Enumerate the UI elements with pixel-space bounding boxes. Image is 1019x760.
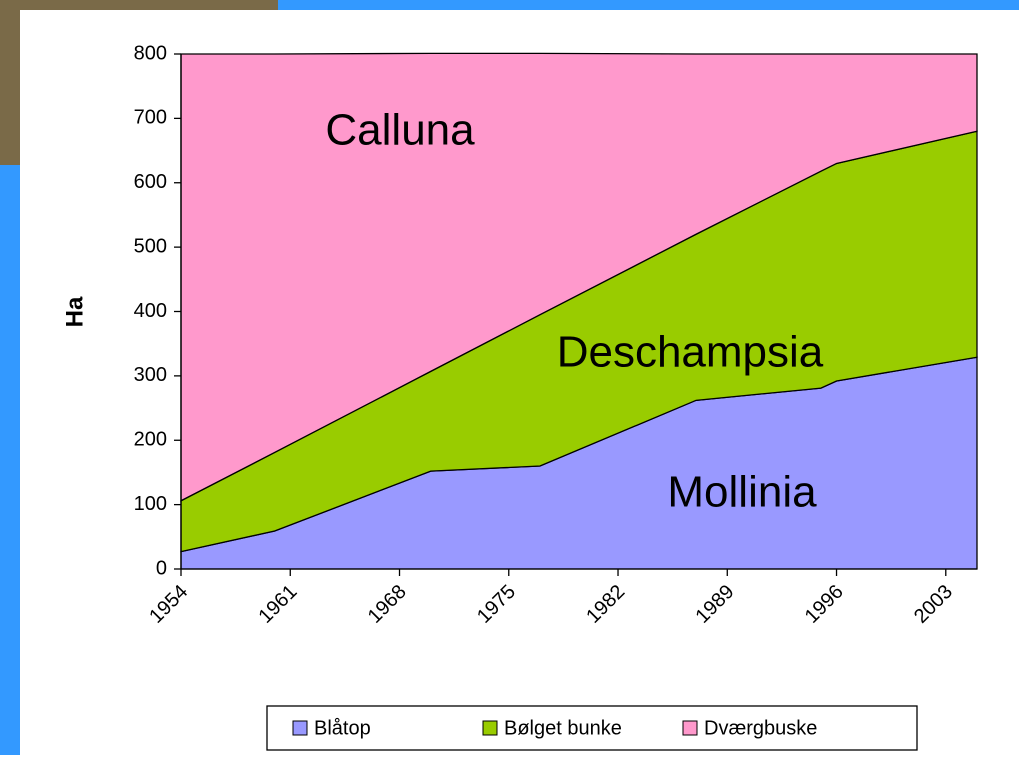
slide: Ha 0100200300400500600700800195419611968… xyxy=(0,0,1019,755)
area-annotation: Deschampsia xyxy=(557,328,824,377)
y-tick-label: 400 xyxy=(134,300,167,322)
y-tick-label: 800 xyxy=(134,42,167,64)
legend-label: Blåtop xyxy=(314,717,371,739)
legend-label: Bølget bunke xyxy=(504,717,622,739)
y-tick-label: 100 xyxy=(134,493,167,515)
y-tick-label: 600 xyxy=(134,171,167,193)
y-tick-label: 300 xyxy=(134,364,167,386)
legend: Blåtop Bølget bunke Dværgbuske xyxy=(267,706,917,750)
y-axis-label: Ha xyxy=(61,296,88,327)
legend-swatch xyxy=(293,721,307,735)
y-tick-label: 200 xyxy=(134,429,167,451)
legend-label: Dværgbuske xyxy=(704,717,817,739)
legend-swatch xyxy=(683,721,697,735)
area-annotation: Mollinia xyxy=(667,468,817,517)
y-tick-label: 500 xyxy=(134,235,167,257)
legend-swatch xyxy=(483,721,497,735)
area-annotation: Calluna xyxy=(325,106,475,155)
y-tick-label: 700 xyxy=(134,107,167,129)
y-tick-label: 0 xyxy=(156,557,167,579)
